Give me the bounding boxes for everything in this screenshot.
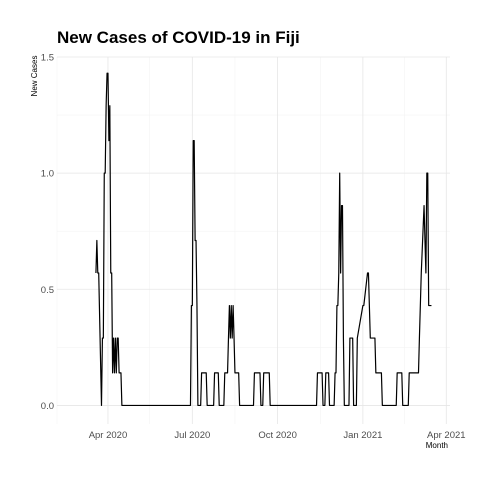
y-axis-ticks: 0.0 0.5 1.0 1.5 — [41, 53, 54, 412]
x-tick-label: Jan 2021 — [343, 430, 382, 441]
y-tick-label: 1.0 — [41, 169, 54, 180]
x-axis-title: Month — [426, 441, 448, 450]
y-tick-label: 0.0 — [41, 401, 54, 412]
x-tick-label: Apr 2021 — [427, 430, 466, 441]
x-tick-label: Oct 2020 — [258, 430, 297, 441]
minor-gridlines — [56, 57, 450, 424]
series-line — [95, 72, 432, 407]
x-axis-ticks: Apr 2020 Jul 2020 Oct 2020 Jan 2021 Apr 2021 — [89, 430, 466, 441]
chart-title: New Cases of COVID-19 in Fiji — [57, 28, 300, 47]
y-tick-label: 0.5 — [41, 285, 54, 296]
y-tick-label: 1.5 — [41, 53, 54, 64]
series-group — [95, 72, 432, 407]
x-tick-label: Jul 2020 — [174, 430, 210, 441]
y-axis-title: New Cases — [30, 56, 39, 97]
x-tick-label: Apr 2020 — [89, 430, 128, 441]
